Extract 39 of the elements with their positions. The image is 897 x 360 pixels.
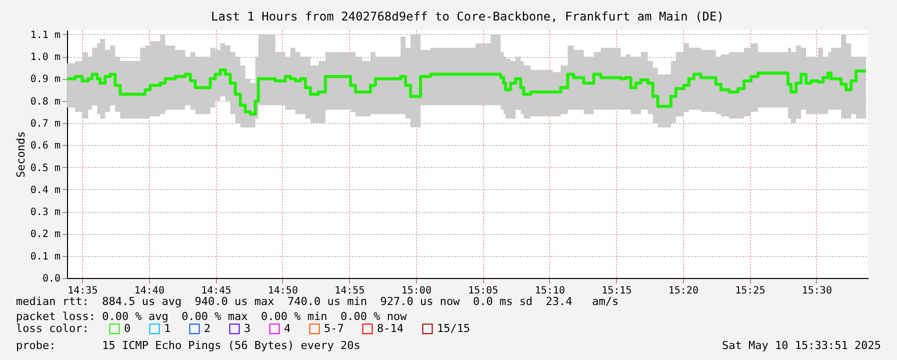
- y-tick-label: 0.9 m: [30, 74, 60, 86]
- y-tick-label: 1.0 m: [30, 52, 60, 64]
- legend-label: 1: [164, 322, 171, 335]
- legend-title: loss color:: [16, 322, 89, 335]
- text: probe: 15 ICMP Echo Pings (56 Bytes) every 20s: [16, 339, 360, 352]
- x-tick-label: 14:45: [201, 286, 232, 296]
- x-tick-label: 14:35: [68, 286, 98, 296]
- x-tick-label: 15:25: [735, 286, 766, 296]
- x-tick-label: 14:40: [134, 286, 164, 296]
- y-axis-title: Seconds: [14, 131, 28, 178]
- y-tick-label: 0.6 m: [30, 140, 60, 152]
- text: Sat May 10 15:33:51 2025: [722, 339, 881, 352]
- y-tick-label: 0.3 m: [30, 207, 60, 218]
- y-tick-label: 0.4 m: [30, 184, 60, 196]
- legend-label: 3: [244, 322, 251, 335]
- x-tick-label: 15:30: [802, 286, 832, 296]
- y-tick-label: 0.2 m: [30, 229, 60, 240]
- x-tick-label: 15:00: [401, 286, 432, 296]
- y-tick-label: 0.8 m: [30, 96, 60, 108]
- y-tick-label: 0.0: [42, 274, 60, 284]
- text: packet loss: 0.00 % avg 0.00 % max 0.00 % min 0.00 % now: [16, 310, 407, 323]
- legend-label: 5-7: [324, 322, 344, 335]
- legend-label: 2: [204, 322, 211, 335]
- y-tick-label: 1.1 m: [30, 30, 60, 41]
- legend-label: 0: [124, 322, 131, 335]
- y-tick-label: 0.1 m: [30, 251, 60, 262]
- chart-title: Last 1 Hours from 2402768d9eff to Core-Backbone, Frankfurt am Main (DE): [211, 9, 724, 24]
- x-tick-label: 14:55: [334, 286, 365, 296]
- legend-label: 15/15: [437, 322, 470, 335]
- text: median rtt: 884.5 us avg 940.0 us max 740.0 us min 927.0 us now 0.0 ms sd 23.4 am/s: [16, 295, 619, 308]
- x-tick-label: 15:15: [602, 286, 632, 296]
- y-tick-label: 0.7 m: [30, 118, 60, 130]
- y-tick-label: 0.5 m: [30, 162, 60, 174]
- legend-label: 8-14: [377, 322, 404, 335]
- x-tick-label: 15:05: [468, 286, 498, 296]
- x-tick-label: 14:50: [268, 286, 298, 296]
- x-tick-label: 15:10: [534, 286, 565, 296]
- legend-label: 4: [284, 322, 291, 335]
- x-tick-label: 15:20: [668, 286, 698, 296]
